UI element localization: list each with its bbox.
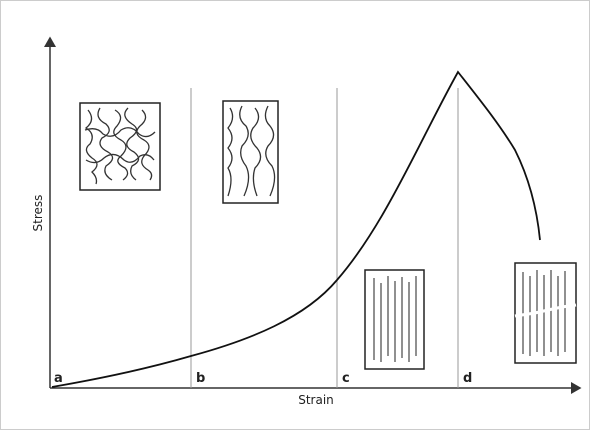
oriented-chains-c [365, 270, 424, 369]
region-label: a [54, 371, 63, 386]
frame [1, 1, 590, 430]
diagram: Stress Strain a b c d [0, 0, 590, 430]
x-axis-label: Strain [298, 393, 334, 407]
aligned-chains-b [223, 101, 278, 203]
region-label: b [196, 371, 205, 386]
region-label: d [463, 371, 472, 386]
tangled-chains-a [80, 103, 160, 190]
y-axis-label: Stress [31, 195, 45, 232]
fractured-chains-d [515, 263, 576, 363]
region-label: c [342, 371, 350, 386]
